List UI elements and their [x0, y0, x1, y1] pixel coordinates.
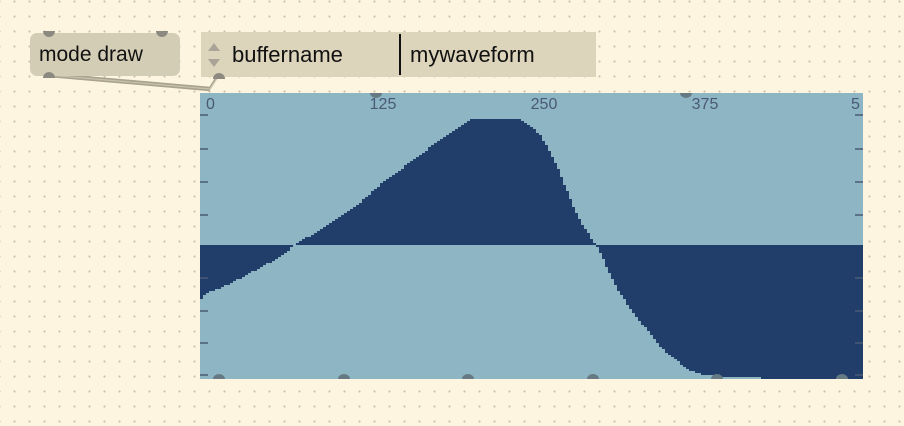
attribute-divider — [399, 34, 401, 75]
ruler-label: 250 — [531, 96, 558, 113]
waveform-display[interactable]: 0 125 250 375 5 — [200, 93, 863, 379]
waveform-outlet[interactable] — [587, 374, 599, 379]
attrui-buffername[interactable]: buffername mywaveform — [201, 32, 596, 79]
waveform-inlet[interactable] — [680, 93, 692, 98]
waveform-outlet[interactable] — [213, 374, 225, 379]
waveform-inlet[interactable] — [370, 93, 382, 98]
waveform-outlet[interactable] — [462, 374, 474, 379]
waveform-right-ticks — [855, 114, 863, 376]
attribute-value[interactable]: mywaveform — [410, 42, 535, 67]
waveform-curve[interactable] — [200, 119, 863, 379]
ruler-label: 5 — [851, 96, 860, 113]
waveform-outlet[interactable] — [836, 374, 848, 379]
ruler-label: 0 — [206, 96, 215, 113]
message-inlet[interactable] — [43, 31, 55, 37]
waveform-outlet[interactable] — [711, 374, 723, 379]
attrui-outlet[interactable] — [213, 73, 225, 79]
ruler-label: 125 — [370, 96, 397, 113]
message-box-mode-draw[interactable]: mode draw — [30, 31, 180, 78]
ruler-label: 375 — [692, 96, 719, 113]
attribute-name[interactable]: buffername — [232, 42, 343, 67]
waveform-outlet[interactable] — [338, 374, 350, 379]
message-outlet[interactable] — [43, 72, 55, 78]
waveform-ports — [213, 93, 848, 379]
message-inlet-right[interactable] — [156, 31, 168, 37]
waveform-ruler: 0 125 250 375 5 — [206, 96, 860, 113]
attribute-stepper-icon[interactable] — [207, 40, 221, 70]
message-box-label: mode draw — [39, 43, 143, 66]
waveform-left-ticks — [200, 114, 208, 376]
